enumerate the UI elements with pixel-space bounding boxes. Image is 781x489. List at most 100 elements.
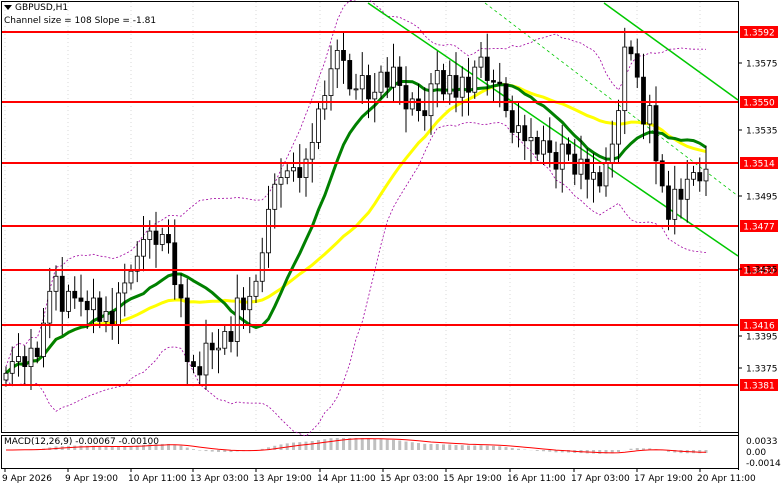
candle-body [366,75,371,100]
candle-body [622,46,628,112]
candle-body [116,292,121,326]
candle-body [503,83,509,112]
ma-fast-line [4,80,707,375]
candle-body [109,310,115,326]
candle-body [603,162,609,187]
candle-body [441,70,446,95]
macd-scale-label: 0.00 [746,448,766,458]
time-label: 17 Apr 19:00 [634,474,693,484]
candle-body [234,297,240,342]
time-label: 10 Apr 11:00 [128,474,187,484]
candle-body [341,50,346,61]
candle-body [316,108,321,143]
candle-body [541,140,546,155]
price-tick-label: 1.3435 [746,266,778,276]
candle-body [409,98,415,110]
envelope-lower [5,121,707,437]
channel-info: Channel size = 108 Slope = -1.81 [4,16,157,26]
candle-body [203,342,209,376]
candle-body [334,50,340,70]
candle-body [653,105,659,162]
candle-body [128,270,134,284]
candle-body [509,110,515,133]
candle-body [628,46,634,55]
ma-slow-line [4,82,707,375]
candle-body [347,60,353,90]
candle-body [266,208,271,254]
level-label-bg [740,96,778,108]
level-label-bg [740,26,778,38]
candle-body [147,230,153,240]
time-label: 17 Apr 03:00 [571,474,630,484]
time-label: 15 Apr 03:00 [380,474,439,484]
candle-body [28,347,34,367]
candle-body [272,183,278,210]
candle-body [122,282,128,294]
candle-body [253,280,259,297]
level-label: 1.3477 [743,223,775,233]
candle-body [584,158,590,180]
candle-body [47,290,53,324]
candle-body [391,66,396,88]
level-label-bg [740,379,778,391]
time-label: 13 Apr 19:00 [253,474,312,484]
level-label: 1.3416 [743,322,775,332]
candle-body [78,297,84,302]
candle-body [303,158,309,178]
time-label: 9 Apr 2026 [2,474,52,484]
level-label: 1.3450 [743,267,775,277]
candle-body [141,239,146,257]
candle-body [472,66,478,93]
candle-body [616,110,621,145]
candle-body [66,290,71,312]
candle-body [403,85,409,110]
level-label-bg [740,157,778,169]
candle-body [572,153,578,175]
candle-body [103,310,109,322]
candle-body [284,170,290,178]
level-label: 1.3514 [743,160,775,170]
candle-body [16,356,21,362]
level-label: 1.3550 [743,99,775,109]
candle-body [378,71,384,93]
candle-body [591,172,596,180]
channel-line-lower [367,2,739,257]
macd-label: MACD(12,26,9) -0.00067 -0.00100 [4,437,160,447]
candle-body [59,275,65,312]
price-tick-label: 1.3535 [746,127,778,137]
candle-body [191,361,196,367]
candle-body [397,66,403,86]
candle-body [659,160,665,187]
candle-body [228,331,234,342]
candle-body [72,290,78,299]
candle-body [41,322,46,357]
candle-body [178,284,184,299]
dropdown-arrow-icon [4,5,12,10]
candle-body [559,143,565,170]
candle-body [197,366,203,376]
candle-body [153,230,159,245]
candle-body [634,53,640,78]
macd-signal-line [6,438,707,454]
candle-body [484,56,490,81]
candle-body [478,56,484,68]
candle-body [647,105,653,125]
candle-body [309,142,315,160]
candle-body [553,152,559,170]
candle-body [522,125,528,142]
channel-line-upper [603,2,739,101]
candle-body [134,255,140,272]
candle-body [453,75,459,98]
candle-body [291,167,296,172]
candle-body [159,234,165,245]
candle-body [97,297,103,322]
candle-body [353,88,359,91]
candle-body [428,83,434,117]
candle-body [247,295,253,311]
symbol-label: GBPUSD,H1 [4,3,68,14]
candle-body [516,125,521,133]
candle-body [384,71,390,88]
candle-body [172,242,178,286]
